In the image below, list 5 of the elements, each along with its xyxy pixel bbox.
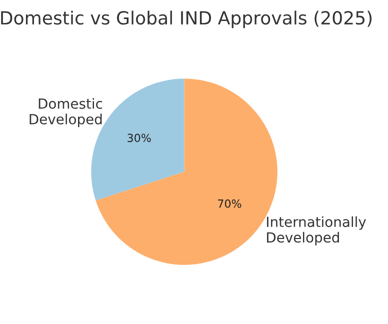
data-label: 70% (218, 199, 242, 208)
slice-label: Domestic Developed (30, 98, 102, 128)
chart-title: Domestic vs Global IND Approvals (2025) (1, 10, 372, 28)
slice-label: Internationally Developed (267, 216, 366, 246)
data-label: 30% (128, 134, 151, 142)
